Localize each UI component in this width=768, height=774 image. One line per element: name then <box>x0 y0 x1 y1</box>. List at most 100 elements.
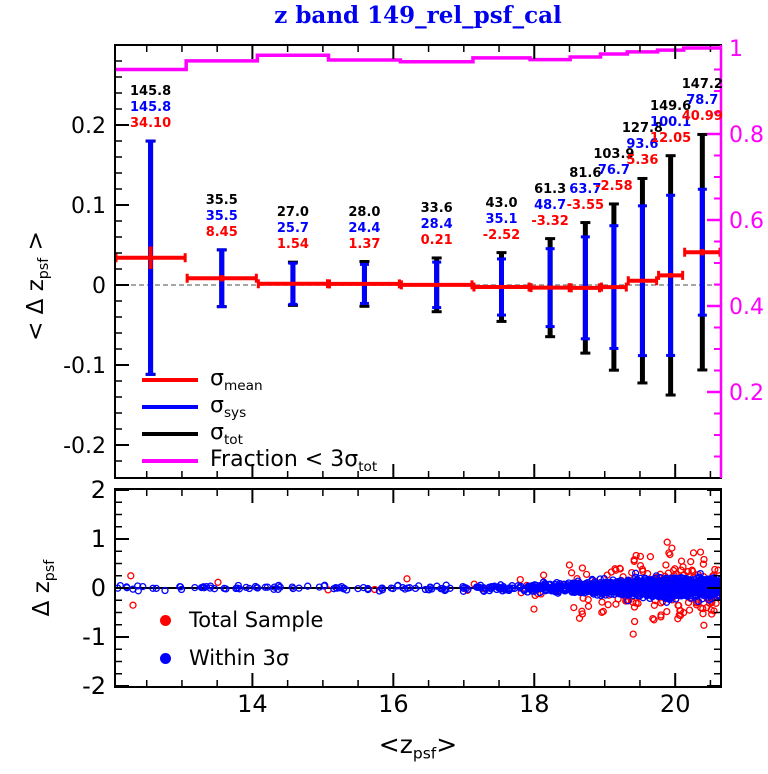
annotation-value: 35.5 <box>205 208 238 224</box>
tick-label: 20 <box>660 690 691 718</box>
annotation-value: 34.10 <box>130 116 172 132</box>
annotation-value: -3.55 <box>566 197 605 213</box>
annotation-value: 35.1 <box>485 211 518 227</box>
tick-label: 2 <box>91 476 106 504</box>
annotation-value: 93.6 <box>626 137 659 153</box>
annotation-value: 24.4 <box>348 220 381 236</box>
legend-item-within-3sigma: Within 3σ <box>160 639 323 677</box>
tick-label: 14 <box>237 690 268 718</box>
annotation-value: 27.0 <box>276 205 309 221</box>
annotation-value: 103.9 <box>593 146 635 162</box>
tick-label: -2 <box>82 672 106 700</box>
mean-segment <box>185 273 258 283</box>
bin-annotation: 81.6 63.7 -3.55 <box>535 166 635 214</box>
annotation-value: 127.8 <box>621 121 663 137</box>
annotation-value: 1.54 <box>276 237 309 253</box>
mean-segment <box>256 279 330 289</box>
annotation-value: 0.21 <box>420 232 453 248</box>
bin-annotation: 149.6 100.1 12.05 <box>621 99 721 147</box>
annotation-value: 149.6 <box>650 98 692 114</box>
annotation-value: -2.58 <box>595 178 633 194</box>
fraction-step-line <box>115 46 721 72</box>
annotation-value: 61.3 <box>534 181 567 197</box>
annotation-value: -3.32 <box>531 213 569 229</box>
bottom-legend: Total Sample Within 3σ <box>160 601 323 677</box>
legend-item-total-sample: Total Sample <box>160 601 323 639</box>
tick-label: 0.1 <box>71 194 106 219</box>
tick-label: 0.2 <box>729 381 764 406</box>
bin-annotation: 127.8 93.6 5.36 <box>592 121 692 169</box>
tick-label: 0 <box>91 574 106 602</box>
tick-label: -0.1 <box>63 354 106 379</box>
bin-annotation: 147.2 78.7 40.99 <box>652 77 752 125</box>
annotation-value: 35.5 <box>205 192 238 208</box>
plot-title: z band 149_rel_psf_cal <box>274 2 562 29</box>
bin-annotation: 35.5 35.5 8.45 <box>172 193 272 241</box>
legend-dot <box>160 652 171 664</box>
mean-segment <box>626 276 659 286</box>
annotation-value: 145.8 <box>130 84 172 100</box>
annotation-value: 28.4 <box>420 216 453 232</box>
mean-segment <box>657 270 685 280</box>
annotation-value: 8.45 <box>205 224 238 240</box>
bin-annotation: 33.6 28.4 0.21 <box>387 201 487 249</box>
bottom-panel <box>115 538 721 638</box>
annotation-value: 76.7 <box>597 162 630 178</box>
mean-segment <box>114 246 187 269</box>
annotation-value: 5.36 <box>626 153 659 169</box>
tick-label: 1 <box>91 525 106 553</box>
bottom-panel-frame: 2 1 0 -1 -2 14 16 18 20 <box>82 476 722 718</box>
annotation-value: 145.8 <box>130 100 172 116</box>
bin-annotation: 27.0 25.7 1.54 <box>243 205 343 253</box>
mean-segment <box>399 280 474 290</box>
annotation-value: 40.99 <box>681 109 723 125</box>
annotation-value: 43.0 <box>485 195 518 211</box>
annotation-value: 100.1 <box>650 114 692 130</box>
annotation-value: 28.0 <box>348 204 381 220</box>
legend-line-sample <box>142 431 198 436</box>
legend-line-sample <box>142 458 198 463</box>
legend-label: Within 3σ <box>189 646 290 670</box>
legend-line-sample <box>142 377 198 382</box>
annotation-value: 63.7 <box>569 181 602 197</box>
tick-label: -1 <box>82 623 106 651</box>
legend-label: σsys <box>210 392 247 421</box>
bin-annotation: 145.8 145.8 34.10 <box>101 84 201 132</box>
bin-annotation: 61.3 48.7 -3.32 <box>500 182 600 230</box>
tick-label: 0.6 <box>729 209 764 234</box>
mean-segment <box>529 283 571 293</box>
fraction-axis: 1 0.8 0.6 0.4 0.2 <box>707 37 764 478</box>
bin-annotation: 28.0 24.4 1.37 <box>314 205 414 253</box>
tick-label: 1 <box>729 37 743 62</box>
tick-label: 0.2 <box>71 114 106 139</box>
annotation-value: 12.05 <box>650 130 692 146</box>
tick-label: 18 <box>519 690 550 718</box>
tick-label: 0.4 <box>729 295 764 320</box>
legend-line-sample <box>142 404 198 409</box>
tick-label: -0.2 <box>63 434 106 459</box>
bin-annotation: 43.0 35.1 -2.52 <box>452 196 552 244</box>
legend-label: Total Sample <box>189 608 324 632</box>
mean-segment <box>472 282 531 292</box>
legend-label: Fraction < 3σtot <box>210 446 378 475</box>
top-legend: σmean σsys σtot Fraction < 3σtot <box>142 366 377 474</box>
annotation-value: 81.6 <box>569 165 602 181</box>
scatter-within-3sigma <box>115 569 721 606</box>
annotation-value: 25.7 <box>276 221 309 237</box>
x-axis-title: <zpsf> <box>378 730 458 763</box>
bottom-y-axis-title: Δ zpsf <box>29 559 58 617</box>
annotation-value: 48.7 <box>534 197 567 213</box>
tick-label: 0 <box>92 274 106 299</box>
tick-label: 0.8 <box>729 123 764 148</box>
legend-item-fraction-lt-3sigma-tot: Fraction < 3σtot <box>142 447 377 474</box>
legend-item-sigma-sys: σsys <box>142 393 377 420</box>
annotation-value: -2.52 <box>482 227 521 243</box>
mean-segment <box>569 283 602 293</box>
bin-annotation: 103.9 76.7 -2.58 <box>564 147 664 195</box>
legend-label: σmean <box>210 365 263 394</box>
annotation-value: 33.6 <box>420 200 453 216</box>
annotation-value: 1.37 <box>348 236 381 252</box>
legend-item-sigma-mean: σmean <box>142 366 377 393</box>
